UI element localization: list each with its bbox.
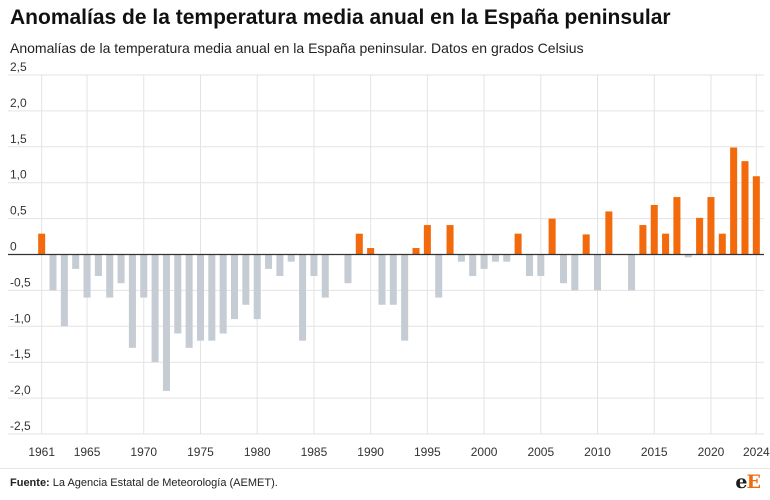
page-title: Anomalías de la temperatura media anual … bbox=[10, 6, 671, 29]
bar bbox=[242, 254, 250, 305]
bar bbox=[435, 254, 443, 298]
bars bbox=[38, 147, 760, 391]
bar bbox=[355, 233, 363, 255]
bar bbox=[287, 254, 295, 262]
x-tick-label: 2005 bbox=[527, 445, 554, 459]
bar bbox=[185, 254, 193, 348]
y-tick-label: 0,5 bbox=[10, 204, 27, 218]
bar bbox=[650, 204, 658, 255]
y-tick-label: -1,0 bbox=[10, 311, 31, 325]
bar bbox=[605, 211, 613, 255]
y-tick-labels: 2,5 2,0 1,5 1,0 0,5 0 -0,5 -1,0 -1,5 -2,0 -2,5 bbox=[10, 60, 31, 433]
bar bbox=[571, 254, 579, 291]
bar bbox=[253, 254, 261, 320]
y-tick-label: -1,5 bbox=[10, 347, 31, 361]
bar bbox=[49, 254, 57, 291]
bar bbox=[117, 254, 125, 284]
bar bbox=[752, 176, 760, 255]
bar bbox=[83, 254, 91, 298]
x-tick-label: 1975 bbox=[187, 445, 214, 459]
bar bbox=[401, 254, 409, 341]
x-tick-label: 1995 bbox=[414, 445, 441, 459]
bar bbox=[639, 225, 647, 255]
bar bbox=[741, 161, 749, 255]
y-tick-label: 1,5 bbox=[10, 132, 27, 146]
bar bbox=[276, 254, 284, 277]
bar bbox=[537, 254, 545, 277]
bar bbox=[367, 248, 375, 255]
bar bbox=[265, 254, 273, 269]
source-label: Fuente: bbox=[10, 477, 50, 489]
bar bbox=[582, 234, 590, 255]
bar bbox=[730, 147, 738, 255]
x-tick-labels: 1961 1965 1970 1975 1980 1985 1990 1995 2000 2005… bbox=[28, 445, 770, 459]
x-tick-label: 2000 bbox=[471, 445, 498, 459]
bar bbox=[446, 225, 454, 255]
bar bbox=[219, 254, 227, 334]
bar bbox=[196, 254, 205, 341]
bar bbox=[514, 233, 522, 255]
bar bbox=[480, 254, 488, 269]
x-tick-label: 1965 bbox=[74, 445, 101, 459]
bar bbox=[718, 233, 726, 255]
x-tick-label: 2010 bbox=[584, 445, 611, 459]
bar bbox=[548, 218, 556, 255]
bar bbox=[457, 254, 465, 262]
bar bbox=[151, 254, 159, 363]
y-tick-label: 2,0 bbox=[10, 96, 27, 110]
y-tick-label: 1,0 bbox=[10, 168, 27, 182]
bar bbox=[491, 254, 499, 262]
footer-divider bbox=[0, 468, 770, 469]
bar bbox=[72, 254, 80, 269]
y-tick-label: 0 bbox=[10, 240, 17, 254]
bar bbox=[559, 254, 568, 284]
chart-subtitle: Anomalías de la temperatura media anual … bbox=[10, 40, 584, 56]
y-tick-label: -2,5 bbox=[10, 419, 31, 433]
bar bbox=[684, 254, 692, 258]
bar bbox=[593, 254, 602, 291]
x-tick-label: 2015 bbox=[641, 445, 668, 459]
bar bbox=[412, 248, 420, 255]
y-tick-label: -2,0 bbox=[10, 383, 31, 397]
x-tick-label: 2024 bbox=[743, 445, 770, 459]
brand-logo: eE bbox=[735, 471, 761, 493]
bar bbox=[162, 254, 170, 391]
bar bbox=[673, 197, 681, 255]
bar bbox=[525, 254, 533, 277]
bar bbox=[378, 254, 386, 305]
bar bbox=[94, 254, 102, 277]
bar bbox=[310, 254, 318, 277]
source-note: Fuente: La Agencia Estatal de Meteorolog… bbox=[10, 477, 278, 489]
bar bbox=[389, 254, 397, 305]
bar bbox=[299, 254, 307, 341]
x-tick-label: 2020 bbox=[698, 445, 725, 459]
bar bbox=[503, 254, 511, 262]
y-tick-label: 2,5 bbox=[10, 60, 27, 74]
bar bbox=[174, 254, 182, 334]
x-tick-label: 1985 bbox=[301, 445, 328, 459]
x-tick-label: 1970 bbox=[130, 445, 157, 459]
x-tick-label: 1961 bbox=[28, 445, 55, 459]
bar bbox=[696, 217, 704, 255]
bar bbox=[208, 254, 216, 341]
bar bbox=[128, 254, 136, 348]
temperature-anomaly-chart: 2,5 2,0 1,5 1,0 0,5 0 -0,5 -1,0 -1,5 -2,0 -2,5 196… bbox=[8, 60, 770, 459]
bar bbox=[423, 225, 431, 255]
bar bbox=[38, 233, 46, 255]
bar bbox=[344, 254, 352, 284]
source-text: La Agencia Estatal de Meteorología (AEME… bbox=[49, 477, 278, 489]
bar bbox=[230, 254, 239, 320]
bar bbox=[707, 197, 715, 255]
x-tick-label: 1980 bbox=[244, 445, 271, 459]
bar bbox=[60, 254, 68, 327]
bar bbox=[469, 254, 477, 277]
bar bbox=[140, 254, 148, 298]
bar bbox=[662, 233, 670, 255]
y-tick-label: -0,5 bbox=[10, 275, 31, 289]
bar bbox=[628, 254, 636, 291]
x-tick-label: 1990 bbox=[357, 445, 384, 459]
bar bbox=[106, 254, 114, 298]
bar bbox=[321, 254, 329, 298]
